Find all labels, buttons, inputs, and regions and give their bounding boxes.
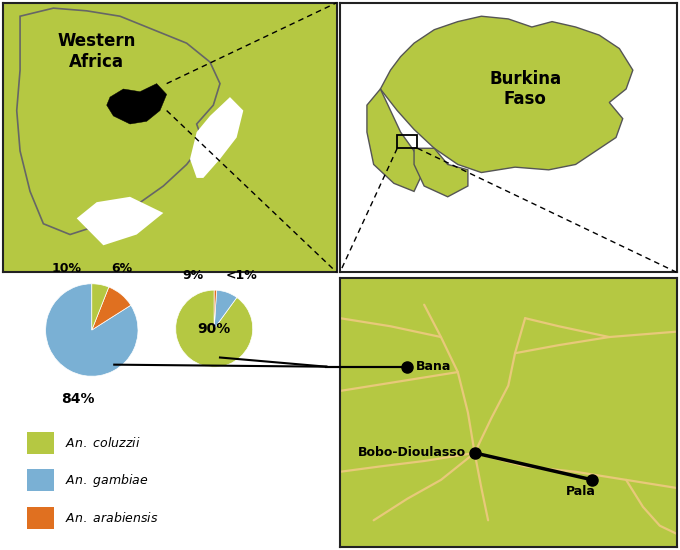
Text: $\it{An.\ arabiensis}$: $\it{An.\ arabiensis}$ [65, 510, 158, 525]
Polygon shape [414, 148, 468, 197]
Bar [397, 135, 418, 148]
Text: Pala: Pala [566, 485, 596, 498]
Polygon shape [367, 89, 424, 191]
Text: Western
Africa: Western Africa [58, 32, 136, 70]
Text: Bana: Bana [415, 360, 451, 373]
Wedge shape [214, 290, 217, 328]
Wedge shape [46, 284, 138, 376]
Polygon shape [77, 197, 163, 245]
Polygon shape [107, 84, 167, 124]
Text: $\it{An.\ gambiae}$: $\it{An.\ gambiae}$ [65, 472, 148, 488]
Text: Bobo-Dioulasso: Bobo-Dioulasso [358, 447, 466, 459]
Text: 84%: 84% [61, 392, 95, 406]
Text: 6%: 6% [112, 262, 133, 274]
Text: 10%: 10% [52, 262, 82, 274]
Text: Burkina
Faso: Burkina Faso [489, 70, 561, 108]
Wedge shape [175, 290, 253, 367]
Polygon shape [380, 16, 633, 173]
Text: <1%: <1% [225, 268, 257, 282]
Wedge shape [214, 290, 237, 328]
Text: 9%: 9% [182, 268, 203, 282]
Wedge shape [92, 284, 109, 330]
Text: $\it{An.\ coluzzii}$: $\it{An.\ coluzzii}$ [65, 436, 140, 450]
Wedge shape [92, 287, 131, 330]
Polygon shape [190, 97, 243, 178]
Polygon shape [17, 8, 220, 234]
Text: 90%: 90% [198, 322, 231, 336]
